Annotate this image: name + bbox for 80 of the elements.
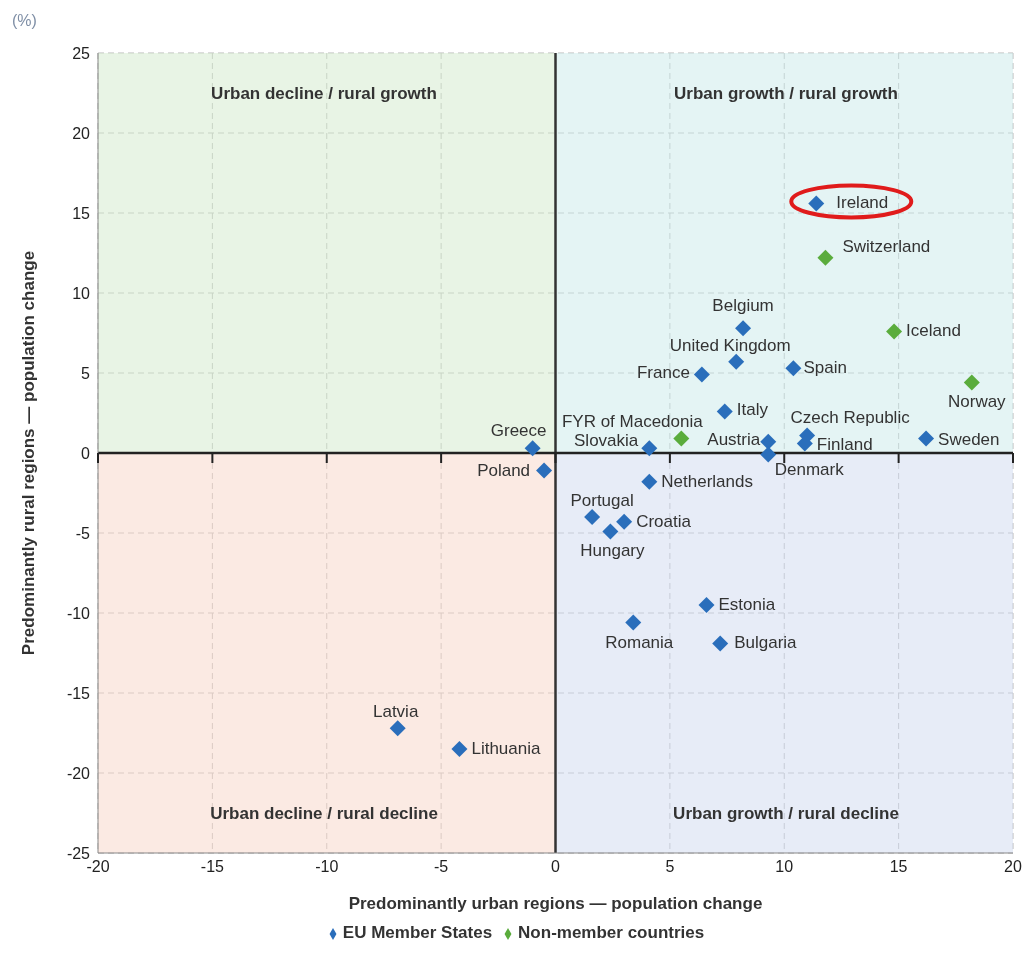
point [918,430,935,447]
point [760,446,777,463]
point [641,473,658,490]
annotation: Urban growth / rural decline [673,804,899,824]
y-tick-label: -5 [75,524,91,542]
annotation: France [636,362,690,382]
annotation: Ireland [836,193,889,213]
point [451,741,468,757]
annotation: Romania [605,632,674,652]
point [673,430,690,447]
point [584,509,601,525]
annotation: Netherlands [661,471,753,491]
annotation: Greece [490,421,547,441]
annotation: Lithuania [471,739,541,758]
point [524,440,541,457]
point [735,320,752,337]
annotation: Latvia [372,702,419,722]
point [641,440,658,457]
point [760,433,777,450]
annotation: Urban decline / rural decline [210,804,438,824]
point [625,614,642,631]
annotation: Austria [707,429,761,449]
annotation: Finland [816,435,873,455]
point [963,374,980,391]
x-tick-label: 10 [775,858,794,876]
point [728,353,745,370]
annotation: Iceland [906,321,961,341]
point [602,523,619,540]
y-tick-label: -10 [66,604,91,622]
point [817,249,834,266]
annotation: Switzerland [842,236,931,256]
text: (%) [12,12,37,30]
point [785,360,802,377]
y-tick-label: -25 [66,844,91,862]
annotation: Croatia [636,511,692,531]
y-tick-label: 20 [72,124,91,142]
y-tick-label: -15 [66,684,91,702]
legend-label: Non-member countries [518,923,705,942]
point [616,513,633,530]
annotation: Belgium [712,296,774,316]
y-tick-label: 25 [72,44,91,62]
y-tick-label: 5 [81,364,91,382]
x-tick-label: -5 [434,858,449,876]
annotation: Spain [803,358,847,378]
point [886,323,903,340]
annotation: Urban decline / rural growth [211,84,437,104]
x-tick-label: 0 [551,858,561,876]
annotation: Estonia [718,595,776,614]
point [698,597,715,613]
annotation: FYR of Macedonia [561,411,704,431]
y-tick-label: 0 [81,444,91,462]
point [808,195,825,212]
point [536,462,553,479]
x-tick-label: 5 [665,858,675,876]
y-tick-label: -20 [66,764,91,782]
y-tick-label: 15 [72,204,91,222]
annotation: Italy [736,400,769,420]
annotation: Urban growth / rural growth [674,84,898,104]
annotation: Czech Republic [790,408,911,428]
x-axis-title: Predominantly urban regions — population change [348,894,763,913]
annotation: United Kingdom [669,335,791,355]
point [716,403,733,420]
legend-label: EU Member States [342,923,493,942]
x-tick-label: 20 [1004,858,1022,876]
x-tick-label: -15 [200,858,225,876]
x-tick-label: 15 [889,858,908,876]
point [712,635,729,652]
annotation: Norway [948,391,1007,411]
annotation: Slovakia [574,431,639,451]
point [389,720,406,737]
annotation: Portugal [570,491,634,510]
annotation: Hungary [580,541,646,561]
point [693,366,710,383]
annotation: Poland [477,460,531,480]
annotation: Bulgaria [734,633,798,653]
y-axis-title: Predominantly rural regions — population change [19,250,39,656]
annotation: Sweden [938,429,1000,449]
x-tick-label: -10 [315,858,339,876]
annotation: Denmark [774,459,845,479]
y-tick-label: 10 [72,284,91,302]
